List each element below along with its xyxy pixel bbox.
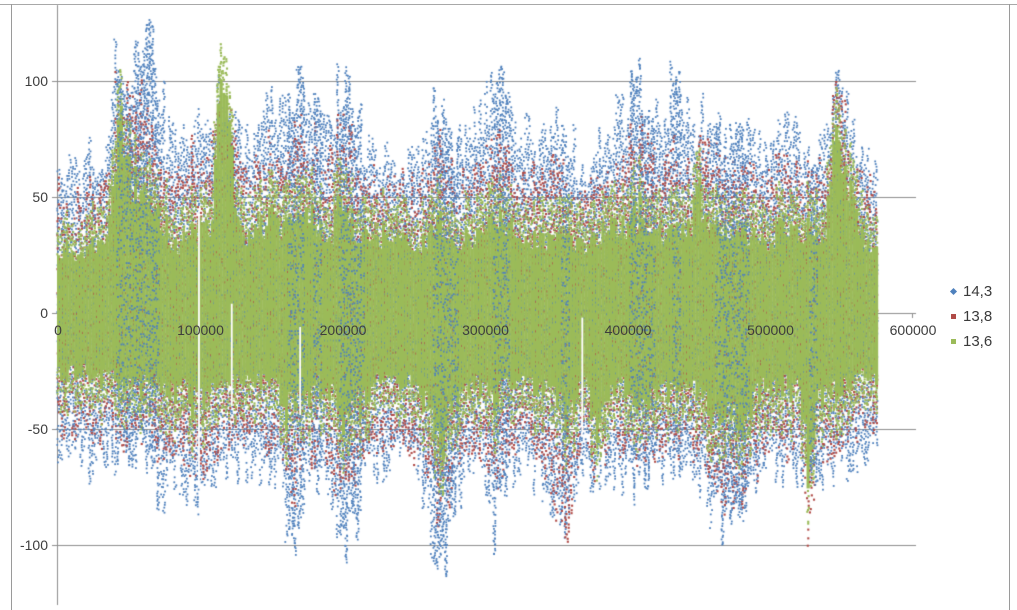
y-tick-label: 0 [40, 305, 48, 321]
y-tick-label: -50 [27, 421, 48, 437]
diamond-marker-icon [949, 287, 958, 296]
square-marker-icon [951, 314, 956, 319]
legend-item[interactable]: 13,6 [951, 329, 992, 354]
y-tick-label: -100 [19, 537, 48, 553]
x-tick-label: 0 [54, 322, 62, 338]
x-tick-label: 500000 [747, 322, 794, 338]
chart-top-border [0, 4, 1017, 5]
legend[interactable]: 14,3 13,8 13,6 [949, 279, 993, 354]
square-marker-icon [951, 339, 956, 344]
x-tick-label: 200000 [319, 322, 367, 338]
y-tick-label: 50 [32, 189, 48, 205]
legend-label: 14,3 [963, 283, 993, 300]
x-tick-label: 600000 [889, 322, 937, 338]
chart-right-border [1009, 4, 1010, 610]
legend-label: 13,8 [963, 308, 993, 325]
x-tick-label: 100000 [177, 322, 224, 338]
chart-left-border [11, 4, 12, 610]
x-tick-label: 400000 [604, 322, 652, 338]
legend-label: 13,6 [963, 333, 993, 350]
legend-item[interactable]: 14,3 [949, 279, 993, 304]
x-tick-label: 300000 [462, 322, 509, 338]
legend-item[interactable]: 13,8 [951, 304, 992, 329]
y-tick-label: 100 [24, 73, 48, 89]
